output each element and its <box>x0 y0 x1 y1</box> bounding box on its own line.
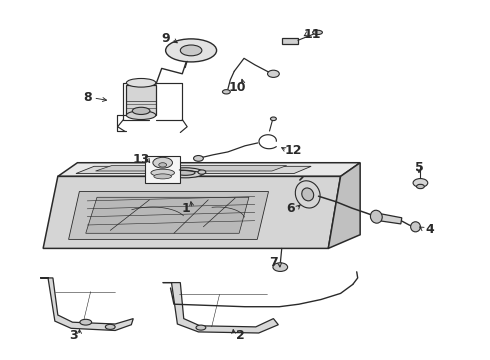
Ellipse shape <box>126 78 156 87</box>
Ellipse shape <box>302 188 314 201</box>
Text: 6: 6 <box>286 202 294 215</box>
Ellipse shape <box>159 163 167 167</box>
Ellipse shape <box>194 156 203 161</box>
Text: 9: 9 <box>161 32 170 45</box>
Text: 4: 4 <box>426 223 435 236</box>
Ellipse shape <box>273 263 288 271</box>
Ellipse shape <box>295 181 320 208</box>
Polygon shape <box>43 176 341 248</box>
Polygon shape <box>163 283 278 333</box>
Polygon shape <box>96 166 287 171</box>
Text: 12: 12 <box>284 144 302 157</box>
Polygon shape <box>86 197 249 233</box>
Ellipse shape <box>167 168 204 178</box>
Text: 5: 5 <box>415 161 423 174</box>
Polygon shape <box>376 213 402 224</box>
Ellipse shape <box>80 319 92 325</box>
Ellipse shape <box>313 30 322 35</box>
Ellipse shape <box>153 157 172 168</box>
Text: 3: 3 <box>69 329 78 342</box>
Text: 2: 2 <box>236 329 245 342</box>
Polygon shape <box>126 85 156 115</box>
Text: 13: 13 <box>132 153 150 166</box>
Polygon shape <box>58 163 360 176</box>
Ellipse shape <box>105 324 115 329</box>
Polygon shape <box>69 192 269 239</box>
Ellipse shape <box>370 210 382 223</box>
Ellipse shape <box>132 107 150 114</box>
Ellipse shape <box>413 179 428 187</box>
Ellipse shape <box>196 325 206 330</box>
FancyBboxPatch shape <box>145 156 180 183</box>
Text: 1: 1 <box>182 202 191 215</box>
Ellipse shape <box>268 70 279 77</box>
Ellipse shape <box>126 111 156 120</box>
Text: 11: 11 <box>304 28 321 41</box>
Ellipse shape <box>222 90 230 94</box>
Ellipse shape <box>411 222 420 232</box>
Ellipse shape <box>270 117 276 121</box>
Ellipse shape <box>151 169 174 176</box>
Ellipse shape <box>180 45 202 56</box>
Text: 10: 10 <box>229 81 246 94</box>
Polygon shape <box>40 278 133 330</box>
Ellipse shape <box>198 170 206 174</box>
Text: 8: 8 <box>83 91 92 104</box>
Polygon shape <box>282 38 298 44</box>
Ellipse shape <box>175 170 195 175</box>
Ellipse shape <box>166 39 217 62</box>
Ellipse shape <box>154 174 172 179</box>
Polygon shape <box>328 163 360 248</box>
Polygon shape <box>76 166 311 174</box>
Ellipse shape <box>416 184 424 189</box>
Text: 7: 7 <box>269 256 278 269</box>
